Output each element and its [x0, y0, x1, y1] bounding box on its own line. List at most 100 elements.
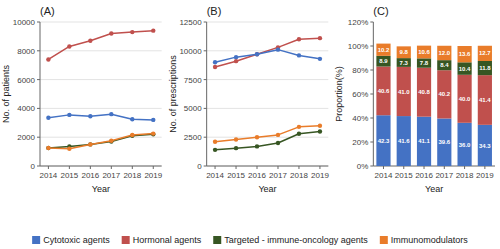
- legend-label: Cytotoxic agents: [43, 235, 110, 245]
- y-tick-label: 120%: [348, 18, 368, 27]
- point: [67, 147, 71, 151]
- x-tick-label: 2016: [81, 171, 99, 180]
- point: [46, 146, 50, 150]
- y-tick-label: 7500: [184, 76, 202, 85]
- y-axis: [206, 22, 207, 166]
- bar-segment: [457, 46, 471, 62]
- x-tick-label: 2019: [476, 171, 494, 180]
- grid-line: [40, 50, 162, 51]
- point: [67, 44, 71, 48]
- data-label: 12.7: [479, 50, 491, 56]
- data-label: 41.1: [418, 138, 430, 144]
- legend-item: Immunomodulators: [380, 235, 469, 245]
- y-tick-label: 2500: [184, 133, 202, 142]
- data-label: 8.9: [379, 58, 388, 64]
- point: [130, 117, 134, 121]
- point: [234, 55, 238, 59]
- legend: Cytotoxic agents Hormonal agents Targeted …: [32, 235, 468, 245]
- bar-segment: [417, 46, 431, 59]
- y-tick-label: 100%: [348, 42, 368, 51]
- x-tick: [48, 166, 49, 169]
- point: [151, 132, 155, 136]
- data-label: 7.8: [420, 60, 429, 66]
- point: [318, 123, 322, 127]
- data-label: 39.6: [438, 139, 450, 145]
- plot-area: Hormonal agentsCytotoxic agentsTargeted …: [213, 36, 322, 152]
- point: [255, 52, 259, 56]
- data-label: 9.8: [400, 49, 409, 55]
- data-label: 40.0: [459, 96, 471, 102]
- legend-label: Targeted - immune-oncology agents: [224, 235, 368, 245]
- point: [255, 144, 259, 148]
- point: [276, 133, 280, 137]
- panel-title: (A): [40, 5, 55, 17]
- point: [255, 135, 259, 139]
- y-tick-label: 0: [31, 162, 36, 171]
- panel: (C)0%20%40%60%80%100%120%Proportion(%)Ye…: [334, 5, 495, 194]
- data-label: 41.6: [398, 138, 410, 144]
- x-tick-label: 2017: [435, 171, 453, 180]
- point: [234, 59, 238, 63]
- grid-line: [207, 22, 329, 23]
- x-tick-label: 2017: [102, 171, 120, 180]
- bar-segment: [478, 75, 492, 125]
- y-axis: [40, 22, 41, 166]
- bar-segment: [478, 125, 492, 166]
- x-axis-label: Year: [92, 184, 110, 194]
- data-label: 42.3: [378, 138, 390, 144]
- data-label: 36.0: [459, 142, 471, 148]
- y-tick-label: 12500: [179, 18, 202, 27]
- x-tick: [236, 166, 237, 169]
- series-line: Targeted - immune-oncology agents: [48, 134, 153, 148]
- point: [88, 142, 92, 146]
- point: [88, 114, 92, 118]
- grid-line: [40, 108, 162, 109]
- x-tick: [484, 166, 485, 169]
- bar-segment: [397, 116, 411, 166]
- y-axis-label: No. of patients: [1, 64, 11, 123]
- point: [213, 60, 217, 64]
- point: [255, 52, 259, 56]
- point: [130, 30, 134, 34]
- grid-line: [207, 137, 329, 138]
- x-tick: [132, 166, 133, 169]
- y-tick-label: 60%: [352, 90, 368, 99]
- bar-segment: [457, 62, 471, 74]
- point: [46, 146, 50, 150]
- legend-item: Hormonal agents: [122, 235, 202, 245]
- bar-segment: [376, 56, 390, 67]
- data-label: 13.6: [459, 51, 471, 57]
- point: [109, 112, 113, 116]
- data-labels: 42.341.641.139.636.034.340.641.040.840.2…: [378, 47, 492, 149]
- figure: (A)0200040006000800010000No. of patients…: [0, 0, 500, 249]
- x-tick: [403, 166, 404, 169]
- data-label: 10.6: [418, 49, 430, 55]
- x-tick: [257, 166, 258, 169]
- x-tick: [277, 166, 278, 169]
- point: [297, 37, 301, 41]
- point: [130, 134, 134, 138]
- point: [276, 141, 280, 145]
- point: [318, 36, 322, 40]
- legend-label: Hormonal agents: [133, 235, 202, 245]
- y-tick-label: 80%: [352, 66, 368, 75]
- y-tick-label: 0%: [357, 162, 369, 171]
- legend-swatch: [122, 236, 130, 244]
- point: [109, 139, 113, 143]
- point: [297, 53, 301, 57]
- bar-segment: [417, 117, 431, 166]
- legend-swatch: [213, 236, 221, 244]
- bar-segment: [478, 46, 492, 61]
- y-tick-label: 2000: [17, 133, 35, 142]
- bar-segment: [478, 61, 492, 75]
- x-tick-label: 2014: [206, 171, 224, 180]
- point: [88, 142, 92, 146]
- grid-line: [40, 166, 162, 167]
- bar-segment: [457, 123, 471, 166]
- point: [276, 47, 280, 51]
- x-tick-label: 2015: [227, 171, 245, 180]
- x-axis-label: Year: [425, 184, 443, 194]
- panel: (A)0200040006000800010000No. of patients…: [1, 5, 163, 194]
- x-tick-label: 2018: [123, 171, 141, 180]
- point: [213, 148, 217, 152]
